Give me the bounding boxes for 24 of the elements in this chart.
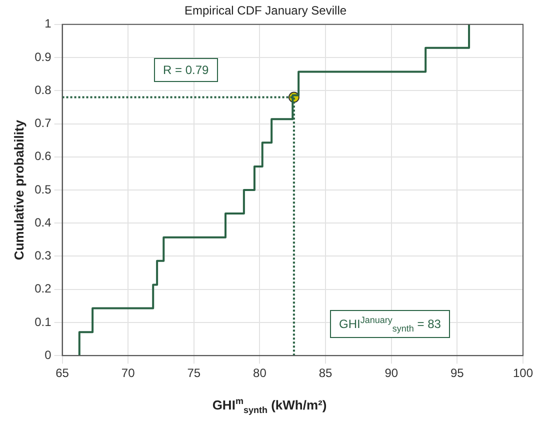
y-tick-label: 0.6	[34, 149, 52, 164]
y-tick-label: 0.3	[34, 248, 52, 263]
y-tick-label: 0	[44, 348, 52, 362]
y-tick-label: 0.8	[34, 82, 52, 97]
y-tick-label: 0.2	[34, 282, 52, 296]
x-tick-label: 90	[384, 366, 398, 380]
annotation: GHI$^{January}$$_{synth}$ = 83	[330, 310, 450, 338]
x-tick-label: 70	[121, 366, 136, 380]
y-tick-label: 0.7	[34, 116, 52, 130]
x-tick-label: 80	[253, 366, 267, 380]
y-tick-label: 1	[44, 16, 52, 31]
y-tick-label: 0.4	[34, 215, 52, 230]
y-tick-label: 0.1	[34, 314, 52, 329]
x-tick-label: 65	[56, 366, 70, 380]
x-tick-label: 75	[187, 366, 201, 380]
y-axis-title: Cumulative probability	[11, 119, 26, 260]
x-axis-title: GHI$^{m}$$_{synth}$ (kWh/m²)	[211, 396, 328, 415]
y-tick-label: 0.9	[34, 50, 52, 64]
x-tick-label: 100	[512, 366, 534, 380]
chart-title: Empirical CDF January Seville	[184, 4, 347, 18]
x-tick-label: 95	[450, 366, 464, 380]
annotation: R = 0.79	[154, 58, 218, 82]
y-tick-label: 0.5	[34, 182, 52, 196]
x-tick-label: 85	[318, 366, 333, 380]
